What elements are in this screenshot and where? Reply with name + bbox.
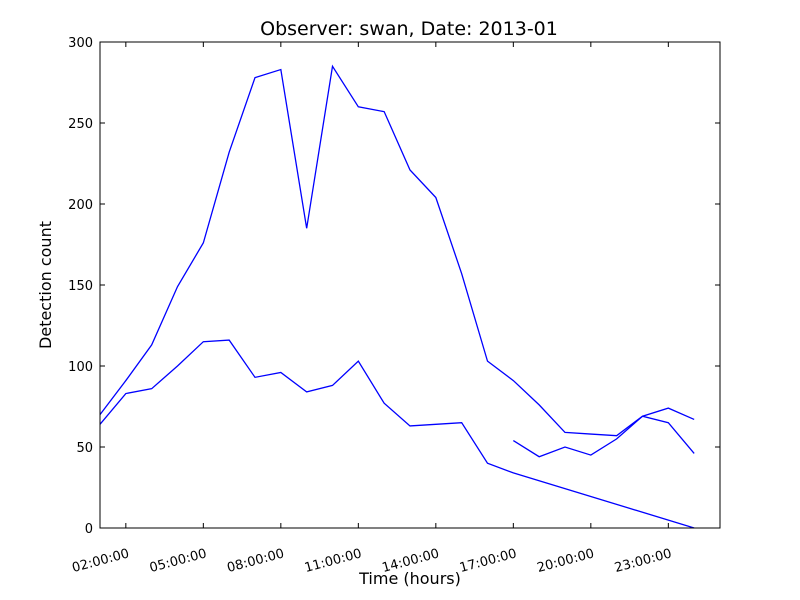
x-tick-label: 11:00:00 xyxy=(303,546,363,576)
x-tick-label: 20:00:00 xyxy=(536,546,596,576)
series-lines xyxy=(99,64,695,529)
y-tick-label: 0 xyxy=(85,522,93,537)
y-tick-label: 50 xyxy=(76,441,93,456)
y-axis-label: Detection count xyxy=(36,221,55,349)
series-line-2 xyxy=(99,339,695,529)
x-tick-label: 08:00:00 xyxy=(226,546,286,576)
x-axis-label: Time (hours) xyxy=(358,569,461,588)
plot-frame xyxy=(99,41,721,529)
x-tick-label: 23:00:00 xyxy=(613,546,673,576)
y-tick-label: 250 xyxy=(68,117,93,132)
y-tick-label: 300 xyxy=(68,36,93,51)
series-line-3 xyxy=(512,415,695,458)
y-tick-label: 100 xyxy=(68,360,93,375)
x-tick-label: 05:00:00 xyxy=(148,546,208,576)
y-tick-label: 200 xyxy=(68,198,93,213)
chart-title: Observer: swan, Date: 2013-01 xyxy=(260,18,558,40)
series-line-1 xyxy=(99,64,695,437)
x-tick-label: 17:00:00 xyxy=(458,546,518,576)
x-tick-label: 02:00:00 xyxy=(71,546,131,576)
y-tick-label: 150 xyxy=(68,279,93,294)
axis-ticks: 02:00:00 05:00:00 08:00:00 11:00:00 14:00:00… xyxy=(68,36,720,576)
